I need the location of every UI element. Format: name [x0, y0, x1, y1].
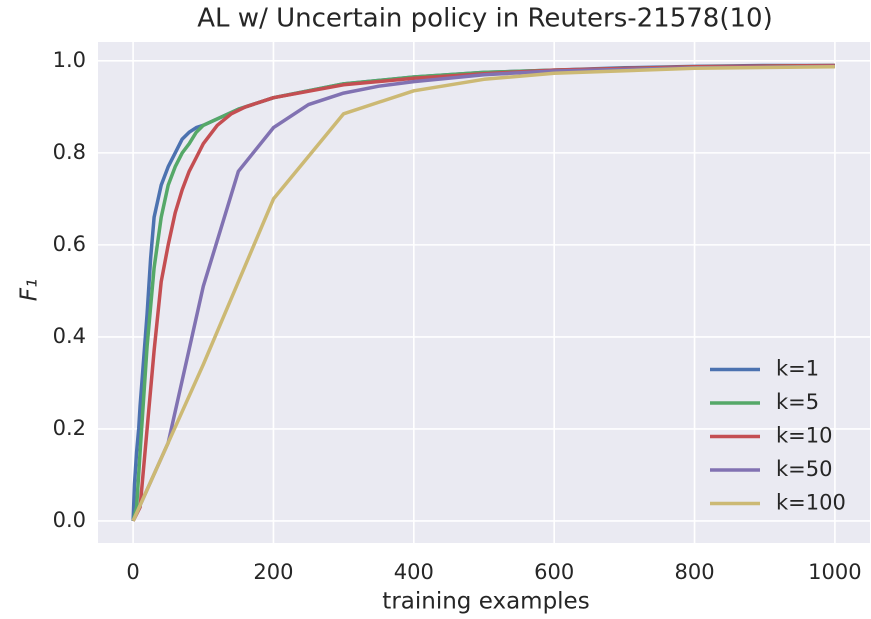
x-tick-label: 0: [126, 560, 139, 584]
legend-label: k=1: [776, 357, 819, 381]
x-axis-label: training examples: [382, 589, 589, 615]
line: [131, 63, 835, 522]
x-tick-label: 600: [534, 560, 574, 584]
chart-title: AL w/ Uncertain policy in Reuters-21578(…: [197, 4, 772, 34]
y-tick-label: 0.2: [53, 416, 86, 440]
y-tick-label: 1.0: [53, 48, 86, 72]
x-tick-label: 1000: [808, 560, 861, 584]
y-axis-label: F₁: [17, 279, 43, 301]
y-tick-label: 0.0: [53, 508, 86, 532]
legend-label: k=100: [776, 491, 846, 515]
line: [131, 64, 835, 522]
plot-area: [98, 42, 870, 543]
x-tick-label: 400: [394, 560, 434, 584]
line: [131, 65, 835, 522]
legend-label: k=5: [776, 390, 819, 414]
y-tick-label: 0.4: [53, 324, 86, 348]
x-tick-label: 800: [674, 560, 714, 584]
legend-label: k=50: [776, 457, 832, 481]
x-tick-label: 200: [253, 560, 293, 584]
legend-label: k=10: [776, 424, 832, 448]
y-tick-label: 0.8: [53, 140, 86, 164]
y-tick-label: 0.6: [53, 232, 86, 256]
